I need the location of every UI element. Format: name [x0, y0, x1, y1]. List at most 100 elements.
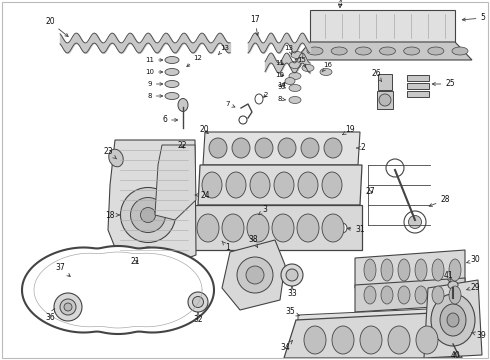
Ellipse shape [289, 62, 301, 68]
Ellipse shape [222, 214, 244, 242]
Text: 8: 8 [148, 93, 163, 99]
Text: 4: 4 [338, 0, 343, 8]
Text: 5: 5 [462, 13, 485, 22]
Text: 10: 10 [146, 69, 163, 75]
Polygon shape [355, 278, 465, 312]
Polygon shape [295, 42, 472, 60]
Ellipse shape [289, 85, 301, 91]
Ellipse shape [64, 303, 72, 311]
Polygon shape [424, 280, 482, 358]
Ellipse shape [109, 149, 123, 167]
Ellipse shape [331, 47, 347, 55]
Text: 22: 22 [177, 140, 187, 149]
Ellipse shape [404, 47, 419, 55]
Ellipse shape [165, 81, 179, 87]
Polygon shape [298, 308, 452, 325]
Ellipse shape [301, 138, 319, 158]
Text: 3: 3 [259, 206, 268, 215]
Ellipse shape [278, 138, 296, 158]
Ellipse shape [202, 172, 222, 198]
Ellipse shape [54, 293, 82, 321]
Text: 20: 20 [45, 18, 68, 37]
Ellipse shape [415, 259, 427, 281]
Ellipse shape [409, 216, 421, 229]
Text: 12: 12 [187, 55, 202, 67]
Text: 39: 39 [472, 330, 486, 339]
Polygon shape [108, 140, 196, 265]
Text: 15: 15 [297, 57, 306, 67]
Text: 20: 20 [199, 126, 209, 135]
Ellipse shape [165, 57, 179, 63]
Ellipse shape [307, 47, 323, 55]
Ellipse shape [364, 286, 376, 304]
Bar [407, 75, 429, 81]
Ellipse shape [226, 172, 246, 198]
Bar [377, 91, 393, 109]
Text: 13: 13 [218, 45, 229, 55]
Text: 23: 23 [103, 148, 117, 159]
Text: 40: 40 [450, 351, 460, 360]
Ellipse shape [320, 68, 332, 76]
Text: 31: 31 [347, 225, 365, 234]
Ellipse shape [302, 64, 314, 72]
Text: 2: 2 [356, 144, 366, 153]
Ellipse shape [452, 47, 468, 55]
Text: 34: 34 [280, 341, 293, 352]
Ellipse shape [255, 138, 273, 158]
Ellipse shape [381, 259, 393, 281]
Ellipse shape [381, 286, 393, 304]
Text: 10: 10 [275, 72, 285, 78]
Ellipse shape [272, 214, 294, 242]
Ellipse shape [379, 94, 391, 106]
Ellipse shape [447, 313, 459, 327]
Text: 6: 6 [163, 116, 178, 125]
Ellipse shape [60, 299, 76, 315]
Ellipse shape [398, 259, 410, 281]
Polygon shape [22, 246, 214, 334]
Text: 1: 1 [222, 241, 230, 252]
Ellipse shape [143, 253, 153, 263]
Polygon shape [222, 240, 285, 310]
Text: 11: 11 [275, 60, 285, 66]
Text: 7: 7 [226, 101, 235, 107]
Polygon shape [310, 10, 455, 42]
Ellipse shape [237, 257, 273, 293]
Ellipse shape [322, 214, 344, 242]
Ellipse shape [440, 304, 466, 336]
Text: 29: 29 [467, 283, 480, 292]
Text: 41: 41 [443, 270, 453, 283]
Text: 27: 27 [365, 188, 375, 197]
Text: 26: 26 [371, 69, 382, 81]
Ellipse shape [291, 51, 303, 58]
Ellipse shape [165, 68, 179, 76]
Text: 33: 33 [287, 287, 297, 298]
Ellipse shape [304, 326, 326, 354]
Text: 35: 35 [285, 307, 299, 316]
Ellipse shape [285, 77, 295, 85]
Text: 36: 36 [45, 309, 55, 321]
Ellipse shape [197, 214, 219, 242]
Text: 13: 13 [285, 45, 294, 54]
Ellipse shape [255, 94, 263, 104]
Text: 18: 18 [105, 211, 119, 220]
Ellipse shape [239, 116, 247, 124]
Polygon shape [284, 312, 462, 358]
Text: 37: 37 [55, 264, 70, 276]
Ellipse shape [416, 326, 438, 354]
Ellipse shape [246, 266, 264, 284]
Text: 25: 25 [432, 80, 455, 89]
Bar [407, 91, 429, 97]
Text: 38: 38 [248, 235, 258, 247]
Ellipse shape [332, 326, 354, 354]
Ellipse shape [379, 47, 395, 55]
Ellipse shape [431, 294, 475, 346]
Ellipse shape [247, 214, 269, 242]
Text: 19: 19 [343, 126, 355, 135]
Ellipse shape [121, 188, 175, 243]
Text: 2: 2 [264, 92, 268, 98]
Text: 28: 28 [429, 195, 449, 206]
Ellipse shape [274, 172, 294, 198]
Text: 9: 9 [278, 84, 285, 90]
Ellipse shape [165, 93, 179, 99]
Ellipse shape [398, 286, 410, 304]
